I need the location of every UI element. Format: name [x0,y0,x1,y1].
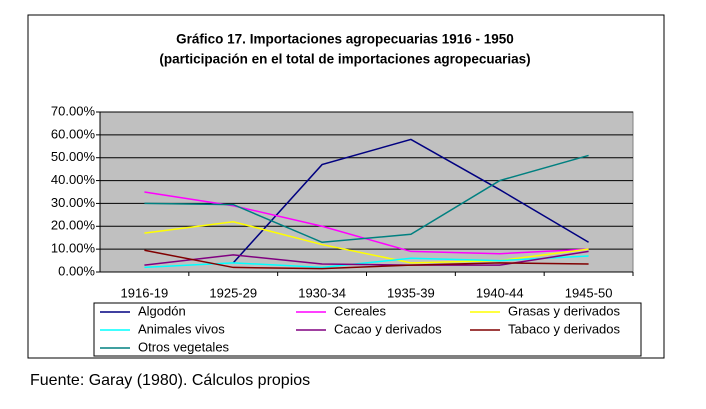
series-line [144,255,589,269]
x-tick-label: 1925-29 [209,285,257,300]
x-tick-label: 1930-34 [298,285,346,300]
y-tick-label: 0.00% [58,263,95,278]
x-tick-label: 1940-44 [476,285,524,300]
series-line [144,220,589,264]
legend-label: Tabaco y derivados [508,321,621,336]
footer: Fuente: Garay (1980). Cálculos propios [30,372,310,389]
x-tick-label: 1916-19 [121,285,169,300]
chart-subtitle: (participación en el total de importacio… [159,52,530,67]
legend-label: Cereales [334,303,387,318]
x-tick-label: 1945-50 [565,285,613,300]
y-tick-label: 40.00% [51,172,96,187]
chart-title: Gráfico 17. Importaciones agropecuarias … [176,32,514,47]
y-tick-label: 70.00% [51,103,96,118]
legend-label: Algodón [138,303,186,318]
legend-label: Otros vegetales [138,339,230,354]
plot-area [99,111,634,273]
legend-label: Animales vivos [138,321,225,336]
y-tick-label: 30.00% [51,195,96,210]
series-line [232,138,589,264]
x-tick-label: 1935-39 [387,285,435,300]
legend [93,302,642,357]
series-line [144,154,589,244]
legend-label: Grasas y derivados [508,303,620,318]
y-tick-label: 10.00% [51,241,96,256]
series-line [144,249,589,270]
y-tick-label: 20.00% [51,218,96,233]
y-tick-label: 50.00% [51,149,96,164]
y-tick-label: 60.00% [51,126,96,141]
legend-label: Cacao y derivados [334,321,442,336]
